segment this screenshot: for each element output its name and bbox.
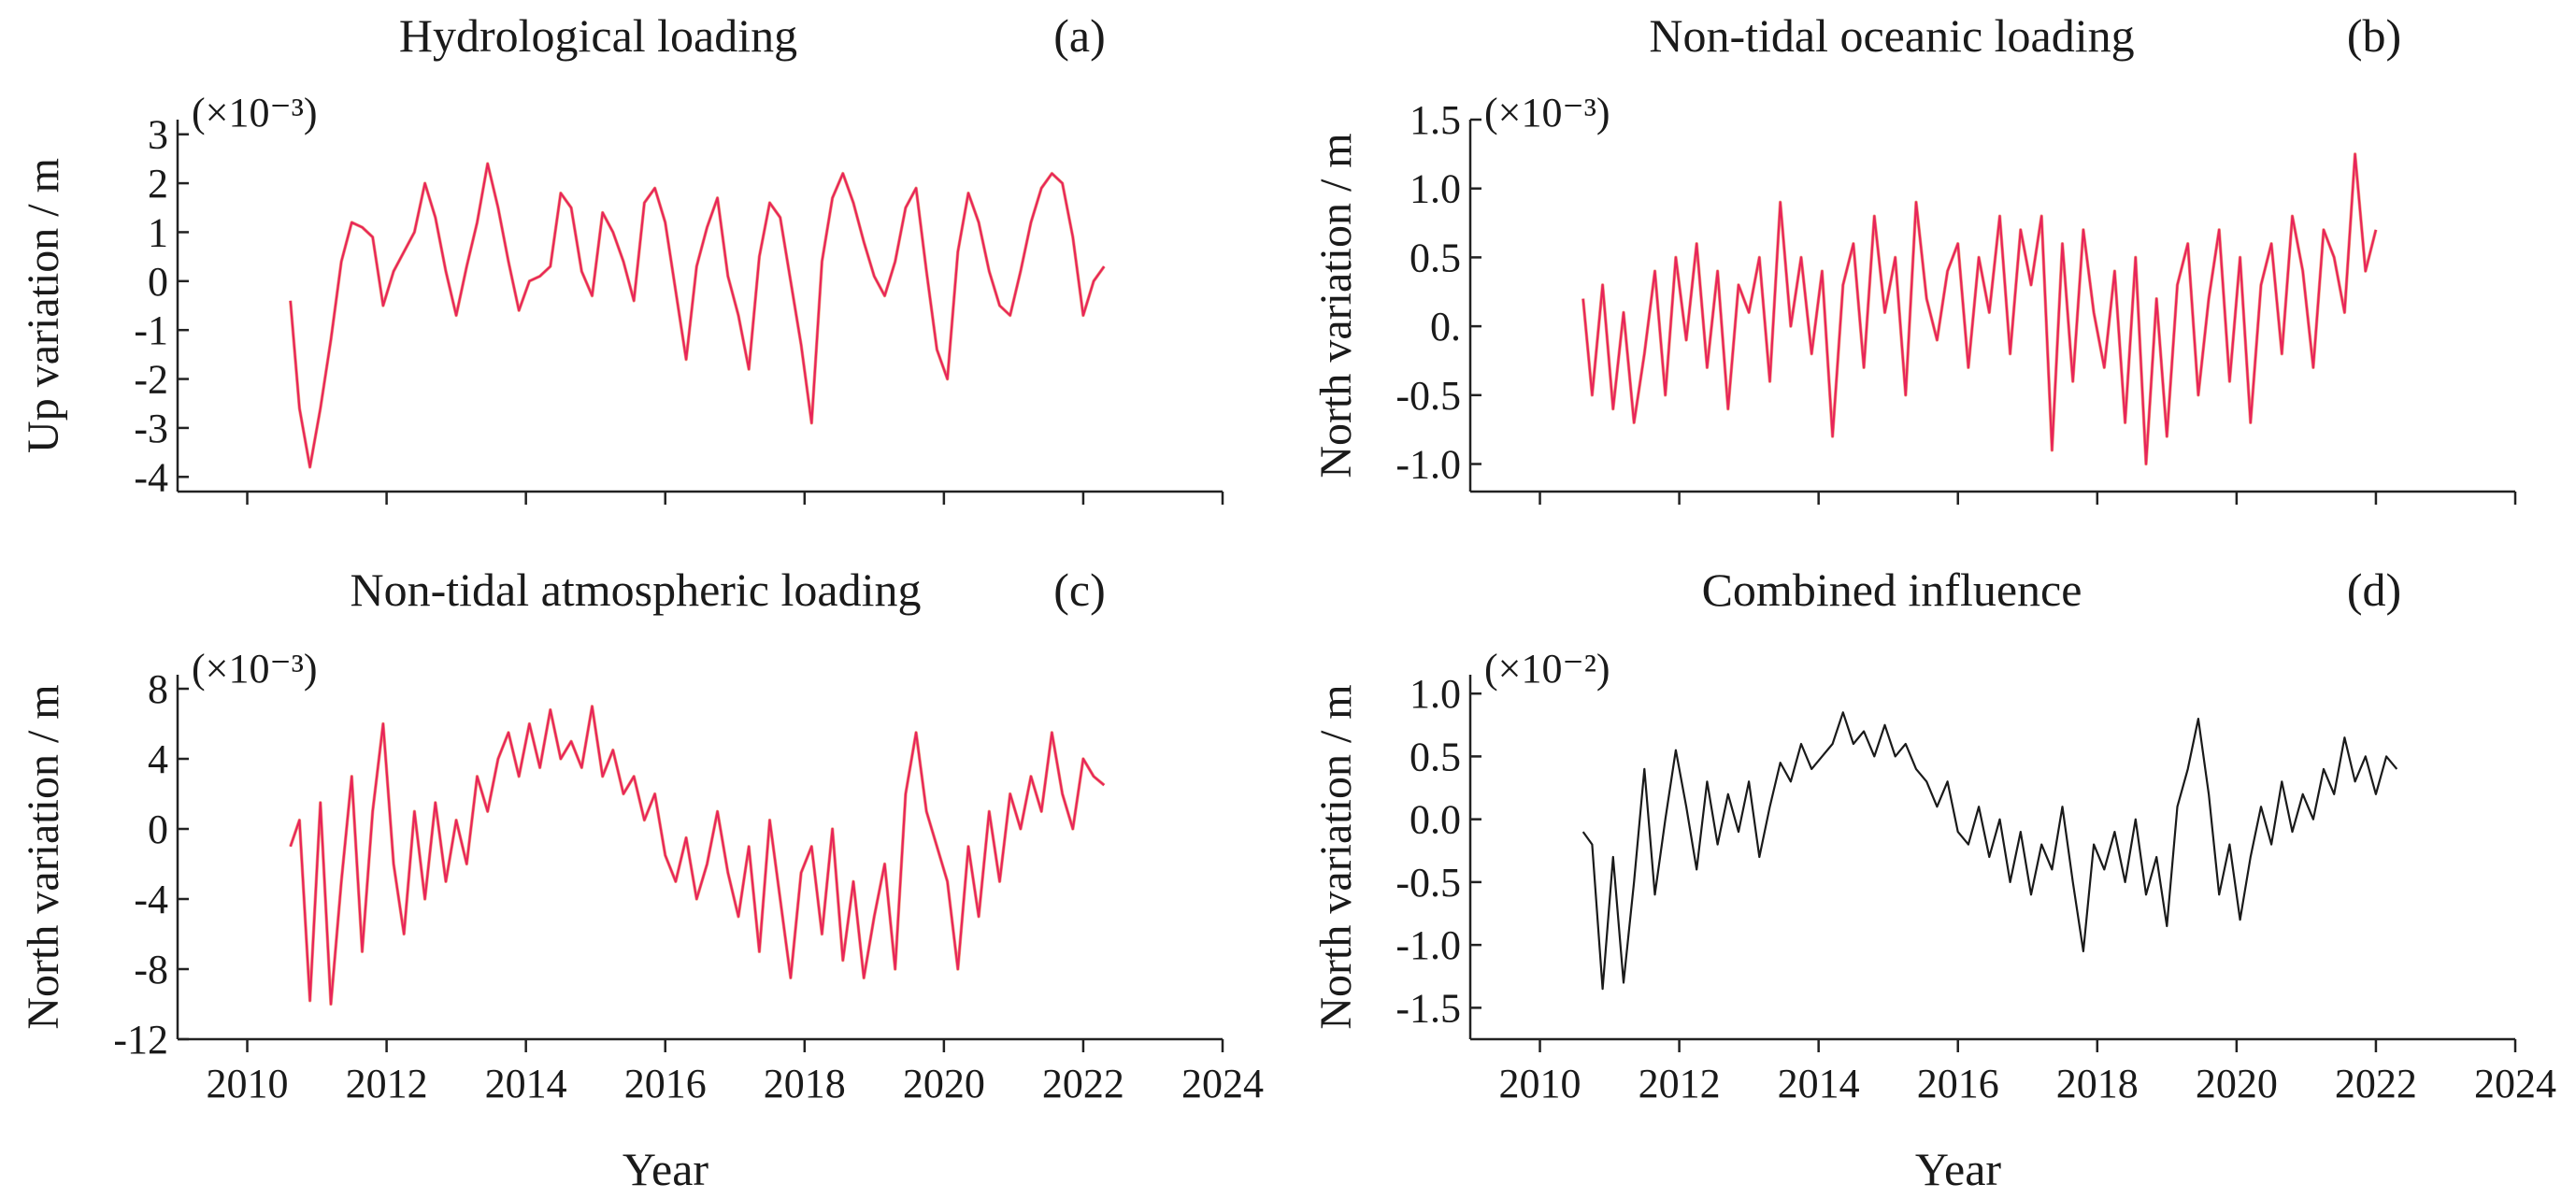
panel-c-y-tick-label: -8 bbox=[134, 947, 168, 992]
panel-c-y-axis-label: North variation / m bbox=[19, 684, 68, 1029]
panel-a-series-line bbox=[289, 163, 1106, 468]
panel-c-label: (c) bbox=[1053, 564, 1106, 616]
panel-a-y-tick-label: 2 bbox=[148, 161, 168, 207]
panel-c: Non-tidal atmospheric loading (c) (×10⁻³… bbox=[19, 564, 1264, 1195]
panel-d-title: Combined influence bbox=[1702, 564, 2082, 616]
panel-a-y-axis-label: Up variation / m bbox=[19, 158, 68, 453]
panel-c-axes: 8 4 0 -4 -8 -12 2010 2012 2014 2016 2018 2020 2022 20… bbox=[113, 666, 1264, 1106]
panel-d-x-tick-label: 2010 bbox=[1499, 1061, 1581, 1106]
panel-a-y-tick-label: -1 bbox=[134, 307, 168, 353]
panel-b-axes: 1.5 1.0 0.5 0. -0.5 -1.0 bbox=[1395, 97, 2517, 505]
panel-c-x-axis-label: Year bbox=[623, 1143, 708, 1195]
panel-b-y-tick-label: 0.5 bbox=[1410, 235, 1461, 280]
panel-c-title: Non-tidal atmospheric loading bbox=[351, 564, 922, 616]
panel-c-y-tick-label: -12 bbox=[113, 1017, 168, 1063]
panel-c-x-tick-label: 2010 bbox=[207, 1061, 289, 1106]
panel-b-y-tick-label: 0. bbox=[1430, 304, 1461, 350]
panel-d-x-tick-label: 2024 bbox=[2474, 1061, 2556, 1106]
panel-c-series bbox=[289, 705, 1106, 1006]
panel-d-scale-label: (×10⁻²) bbox=[1484, 646, 1610, 692]
panel-d: Combined influence (d) (×10⁻²) North var… bbox=[1311, 564, 2556, 1195]
panel-a-title: Hydrological loading bbox=[399, 9, 797, 62]
panel-d-x-tick-label: 2014 bbox=[1778, 1061, 1860, 1106]
panel-b-scale-label: (×10⁻³) bbox=[1484, 90, 1610, 136]
panel-d-x-tick-label: 2022 bbox=[2335, 1061, 2417, 1106]
panel-d-x-tick-label: 2016 bbox=[1917, 1061, 1999, 1106]
panel-b-label: (b) bbox=[2347, 9, 2401, 62]
panel-b-title: Non-tidal oceanic loading bbox=[1649, 9, 2134, 62]
panel-c-x-tick-label: 2018 bbox=[764, 1061, 846, 1106]
panel-b-y-tick-label: 1.5 bbox=[1410, 97, 1461, 143]
panel-a-y-tick-label: -2 bbox=[134, 357, 168, 403]
panel-b-y-tick-label: 1.0 bbox=[1410, 166, 1461, 212]
panel-d-y-tick-label: -1.0 bbox=[1395, 922, 1461, 968]
panel-c-x-tick-label: 2024 bbox=[1181, 1061, 1264, 1106]
panel-a-series bbox=[288, 162, 1106, 469]
panel-c-y-tick-label: -4 bbox=[134, 877, 168, 922]
panel-b-series-line bbox=[1581, 152, 2377, 465]
panel-d-axes: 1.0 0.5 0.0 -0.5 -1.0 -1.5 2010 2012 2014 2016 201… bbox=[1395, 671, 2556, 1106]
panel-b-y-axis-label: North variation / m bbox=[1311, 133, 1361, 478]
panel-d-label: (d) bbox=[2347, 564, 2401, 616]
panel-d-series bbox=[1581, 711, 2398, 991]
panel-a-y-tick-label: 0 bbox=[148, 259, 168, 305]
panel-a: Hydrological loading (a) (×10⁻³) Up vari… bbox=[19, 9, 1224, 505]
panel-a-scale-label: (×10⁻³) bbox=[192, 90, 318, 136]
panel-d-y-tick-label: -1.5 bbox=[1395, 985, 1461, 1031]
panel-b-y-tick-label: -1.0 bbox=[1395, 442, 1461, 488]
panel-c-scale-label: (×10⁻³) bbox=[192, 646, 318, 692]
panel-d-x-tick-label: 2018 bbox=[2056, 1061, 2139, 1106]
panel-c-x-tick-label: 2012 bbox=[346, 1061, 428, 1106]
panel-b-series bbox=[1581, 152, 2378, 466]
panel-c-y-tick-label: 4 bbox=[148, 736, 168, 782]
panel-c-x-tick-label: 2016 bbox=[624, 1061, 707, 1106]
panel-d-y-tick-label: 0.5 bbox=[1410, 734, 1461, 779]
panel-c-series-line bbox=[289, 705, 1106, 1006]
panel-d-x-axis-label: Year bbox=[1915, 1143, 2001, 1195]
panel-a-y-tick-label: 1 bbox=[148, 209, 168, 255]
panel-d-y-tick-label: -0.5 bbox=[1395, 860, 1461, 906]
panel-a-label: (a) bbox=[1053, 9, 1106, 62]
panel-a-y-tick-label: -3 bbox=[134, 406, 168, 451]
panel-d-x-tick-label: 2020 bbox=[2196, 1061, 2278, 1106]
panel-d-y-axis-label: North variation / m bbox=[1311, 684, 1361, 1029]
panel-c-x-tick-label: 2014 bbox=[485, 1061, 567, 1106]
panel-c-x-tick-label: 2020 bbox=[903, 1061, 985, 1106]
panel-d-series-line bbox=[1581, 711, 2398, 991]
panel-d-x-tick-label: 2012 bbox=[1639, 1061, 1721, 1106]
panel-c-y-tick-label: 8 bbox=[148, 666, 168, 712]
panel-a-y-tick-label: -4 bbox=[134, 454, 168, 500]
panel-c-y-tick-label: 0 bbox=[148, 806, 168, 852]
panel-a-y-tick-label: 3 bbox=[148, 112, 168, 158]
panel-b-y-tick-label: -0.5 bbox=[1395, 373, 1461, 419]
panel-c-x-tick-label: 2022 bbox=[1042, 1061, 1124, 1106]
panel-d-y-tick-label: 1.0 bbox=[1410, 671, 1461, 717]
panel-d-y-tick-label: 0.0 bbox=[1410, 797, 1461, 843]
panel-b: Non-tidal oceanic loading (b) (×10⁻³) No… bbox=[1311, 9, 2517, 505]
